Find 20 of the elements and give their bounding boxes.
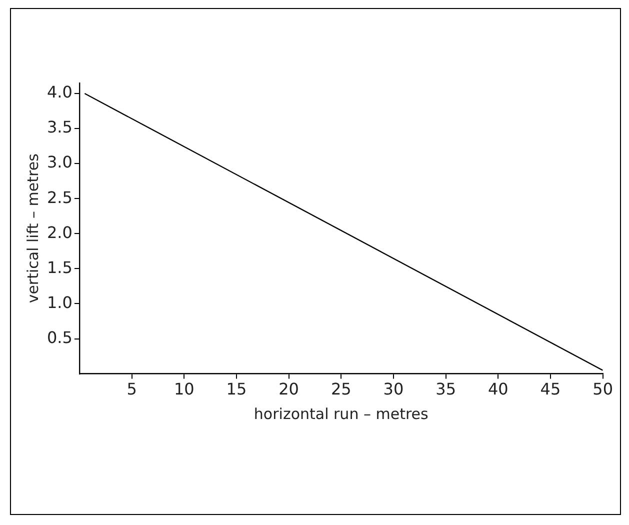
x-tick-label: 10 [174, 380, 194, 399]
y-tick-label: 2.5 [46, 188, 72, 207]
x-tick-label: 5 [126, 380, 137, 399]
x-tick-label: 25 [330, 380, 352, 399]
x-tick-label: 30 [383, 380, 404, 399]
y-tick-label: 0.5 [46, 328, 72, 347]
y-tick-label: 1.0 [46, 292, 72, 312]
y-tick-label: 3.5 [46, 118, 72, 137]
y-tick-label: 3.0 [46, 152, 72, 172]
x-tick-label: 35 [436, 380, 456, 399]
y-tick-label: 4.0 [46, 82, 72, 102]
x-tick-label: 20 [278, 380, 299, 399]
x-tick-label: 50 [592, 380, 613, 399]
x-tick-label: 15 [226, 380, 247, 399]
y-tick-label: 2.0 [46, 222, 72, 242]
y-axis-title: vertical lift – metres [24, 153, 42, 304]
x-tick-label: 45 [540, 380, 561, 399]
y-tick-label: 1.5 [46, 258, 72, 277]
x-tick-label: 40 [488, 380, 508, 399]
x-axis-title: horizontal run – metres [254, 404, 429, 423]
